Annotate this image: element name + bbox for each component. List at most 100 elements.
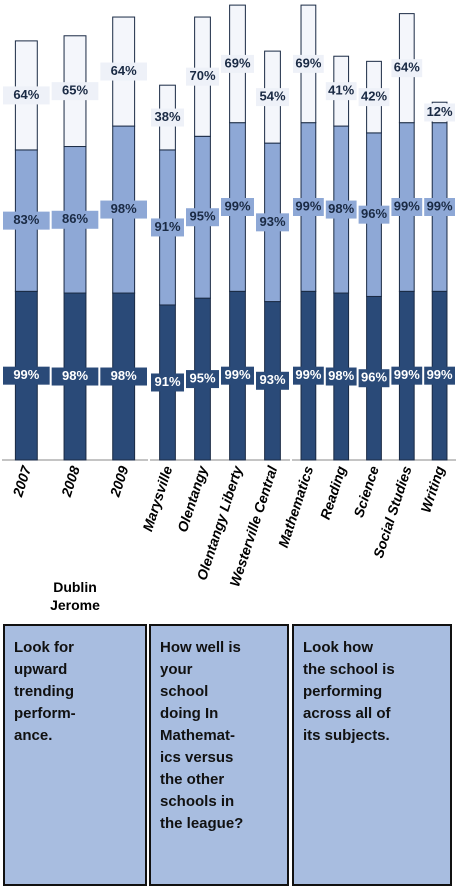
value-label: 98% xyxy=(62,368,88,383)
value-label-bg xyxy=(358,88,390,107)
note-text: doing In xyxy=(160,705,218,722)
note-text: Look how xyxy=(303,639,373,656)
value-label-bg xyxy=(293,54,324,73)
x-tick-label: 2009 xyxy=(106,464,131,500)
note-box xyxy=(149,624,289,886)
value-label: 96% xyxy=(361,206,387,221)
value-label-bg xyxy=(221,366,254,385)
value-label: 98% xyxy=(328,201,354,216)
value-label-bg xyxy=(256,88,289,107)
value-label-bg xyxy=(424,198,455,216)
value-label-bg xyxy=(186,370,219,389)
x-tick-label: Olentangy xyxy=(174,463,211,534)
value-label: 99% xyxy=(427,198,453,213)
value-label-bg xyxy=(151,373,184,392)
value-label-bg xyxy=(424,366,455,385)
value-label: 91% xyxy=(154,374,180,389)
value-label: 99% xyxy=(13,367,39,382)
note-text: perform- xyxy=(14,705,76,722)
value-label: 95% xyxy=(189,209,215,224)
x-axis-label-line: Dublin xyxy=(53,579,97,595)
value-label-bg xyxy=(186,67,219,86)
value-label: 99% xyxy=(394,367,420,382)
value-label: 12% xyxy=(427,104,453,119)
value-label: 98% xyxy=(111,201,137,216)
value-label-bg xyxy=(391,366,423,385)
value-label-bg xyxy=(256,371,289,390)
value-label-bg xyxy=(293,366,324,385)
note-text: trending xyxy=(14,683,74,700)
note-text: upward xyxy=(14,661,67,678)
value-label: 64% xyxy=(111,63,137,78)
value-label-bg xyxy=(256,213,289,232)
value-label: 98% xyxy=(328,368,354,383)
value-label: 86% xyxy=(62,211,88,226)
value-label: 70% xyxy=(189,68,215,83)
value-label: 93% xyxy=(259,214,285,229)
value-label: 96% xyxy=(361,370,387,385)
value-label: 83% xyxy=(13,212,39,227)
value-label-bg xyxy=(151,108,184,127)
value-label: 38% xyxy=(154,109,180,124)
value-label-bg xyxy=(51,210,99,229)
x-tick-label: Science xyxy=(350,464,382,519)
value-label: 99% xyxy=(394,198,420,213)
note-text: the school is xyxy=(303,661,395,678)
value-label-bg xyxy=(3,86,50,105)
value-label-bg xyxy=(221,198,254,216)
value-label-bg xyxy=(3,366,50,385)
value-label-bg xyxy=(100,200,147,219)
value-label: 99% xyxy=(295,367,321,382)
value-label-bg xyxy=(358,369,390,388)
value-label: 64% xyxy=(13,87,39,102)
value-label-bg xyxy=(51,367,99,386)
value-label-bg xyxy=(51,82,99,101)
note-text: performing xyxy=(303,683,382,700)
value-label: 41% xyxy=(328,83,354,98)
value-label: 54% xyxy=(259,89,285,104)
value-label-bg xyxy=(391,59,423,78)
x-axis-label: Dublin Jerome xyxy=(50,579,100,613)
value-label-bg xyxy=(391,198,423,216)
x-tick-label: Writing xyxy=(417,464,447,515)
value-label-bg xyxy=(221,54,254,73)
value-label: 99% xyxy=(427,367,453,382)
value-label: 65% xyxy=(62,83,88,98)
value-label: 69% xyxy=(295,55,321,70)
x-tick-label: Reading xyxy=(317,464,349,522)
note-text: ance. xyxy=(14,727,52,744)
note-text: the league? xyxy=(160,815,243,832)
note-text: school xyxy=(160,683,208,700)
value-label-bg xyxy=(3,211,50,230)
note-box xyxy=(3,624,147,886)
note-text: across all of xyxy=(303,705,392,722)
value-label: 64% xyxy=(394,60,420,75)
value-label: 91% xyxy=(154,219,180,234)
note-box xyxy=(292,624,452,886)
value-label: 99% xyxy=(295,198,321,213)
note-text: schools in xyxy=(160,793,234,810)
value-label-bg xyxy=(325,200,357,219)
x-axis-label-line: Jerome xyxy=(50,597,100,613)
value-label-bg xyxy=(100,62,147,81)
value-label-bg xyxy=(358,205,390,224)
value-label: 95% xyxy=(189,371,215,386)
note-text: your xyxy=(160,661,193,678)
value-label-bg xyxy=(186,208,219,227)
note-text: How well is xyxy=(160,639,241,656)
x-tick-label: 2007 xyxy=(9,463,35,500)
value-label-bg xyxy=(100,367,147,386)
note-text: Mathemat- xyxy=(160,727,235,744)
value-label-bg xyxy=(151,218,184,237)
x-tick-label: Mathematics xyxy=(275,464,316,550)
value-label: 93% xyxy=(259,372,285,387)
value-label-bg xyxy=(293,198,324,216)
x-tick-label: Marysville xyxy=(139,464,175,534)
value-label-bg xyxy=(424,103,455,122)
value-label: 99% xyxy=(224,367,250,382)
note-text: Look for xyxy=(14,639,74,656)
x-tick-label: 2008 xyxy=(58,464,83,500)
note-text: the other xyxy=(160,771,224,788)
value-label: 69% xyxy=(224,55,250,70)
